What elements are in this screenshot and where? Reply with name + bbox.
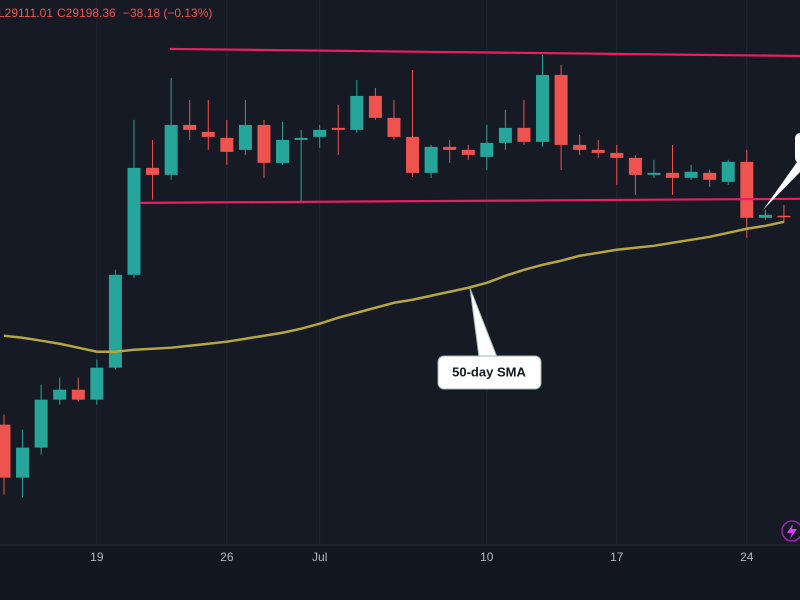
candle-body	[53, 389, 67, 400]
candle-body	[71, 389, 85, 400]
header-close: C29198.36	[57, 6, 116, 20]
candle-body	[238, 124, 252, 150]
x-tick-label: 10	[480, 550, 494, 564]
candle-body	[183, 124, 197, 130]
candle-body	[628, 157, 642, 175]
candle-body	[146, 167, 160, 175]
icon-bolt[interactable]	[787, 524, 797, 539]
x-tick-label: 26	[220, 550, 234, 564]
candle-body	[443, 146, 457, 150]
trendline	[139, 197, 800, 204]
candle-body	[610, 152, 624, 158]
candle-body	[777, 215, 791, 218]
candle-body	[350, 95, 364, 130]
candle-body	[517, 127, 531, 142]
candle-body	[647, 172, 661, 175]
candle-body	[591, 149, 605, 153]
candle-body	[108, 274, 122, 368]
candle-body	[16, 447, 30, 478]
candle-body	[666, 172, 680, 178]
candle-body	[703, 172, 717, 180]
header-low: L29111.01	[0, 6, 53, 20]
candle-body	[480, 142, 494, 157]
candle-body	[461, 149, 475, 155]
sma-callout: 50-day SMA	[437, 287, 542, 390]
candle-body	[127, 167, 141, 275]
candle-body	[276, 139, 290, 163]
time-axis	[0, 545, 800, 600]
icon-ring[interactable]	[781, 520, 800, 542]
candle-body	[90, 367, 104, 400]
candle-body	[0, 424, 11, 478]
candle-body	[536, 74, 550, 142]
candle-body	[164, 124, 178, 175]
lightning-icon[interactable]	[781, 520, 800, 542]
candle-body	[758, 214, 772, 218]
plot	[0, 47, 800, 498]
x-tick-label: Jul	[312, 550, 327, 564]
candle-body	[34, 399, 48, 448]
header: L29111.01 C29198.36 −38.18 (−0.13%)	[0, 6, 212, 20]
callout-box	[795, 133, 800, 163]
candle-body	[294, 137, 308, 140]
candle-body	[684, 171, 698, 178]
candle-body	[387, 117, 401, 137]
candle-body	[368, 95, 382, 118]
callout-box	[437, 355, 542, 390]
x-tick-label: 17	[610, 550, 624, 564]
callout-text: 50-day SMA	[452, 364, 526, 379]
candle-body	[406, 136, 420, 173]
candle-body	[257, 124, 271, 163]
candle-body	[220, 137, 234, 152]
candle-body	[424, 146, 438, 173]
callout-pointer	[763, 158, 800, 210]
candle-body	[498, 127, 512, 143]
header-change: −38.18 (−0.13%)	[123, 6, 212, 20]
candle-body	[201, 131, 215, 137]
x-tick-label: 24	[740, 550, 754, 564]
sma-line	[3, 220, 785, 353]
grid	[96, 0, 748, 545]
cropped-callout	[763, 133, 800, 210]
candle-body	[740, 161, 754, 218]
candle-body	[331, 127, 345, 130]
candle-body	[721, 161, 735, 182]
candle-body	[554, 74, 568, 145]
trendline	[169, 47, 800, 58]
x-tick-label: 19	[90, 550, 104, 564]
candle-body	[573, 144, 587, 150]
candle-body	[313, 129, 327, 137]
